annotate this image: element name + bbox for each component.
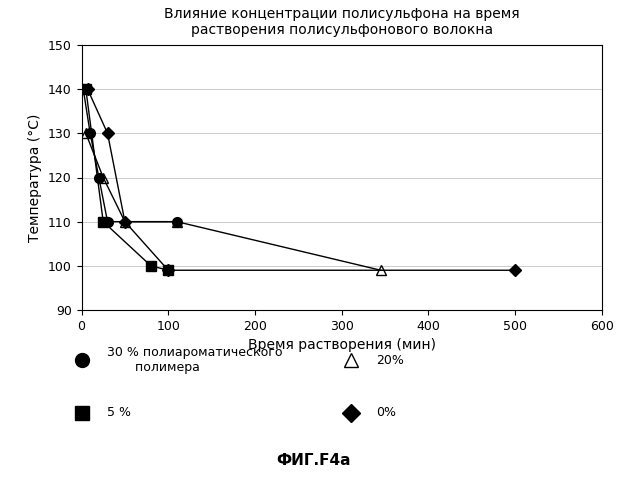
Text: 0%: 0% [376,406,396,419]
Text: 30 % полиароматического
       полимера: 30 % полиароматического полимера [107,346,282,374]
Text: 5 %: 5 % [107,406,130,419]
X-axis label: Время растворения (мин): Время растворения (мин) [248,338,436,352]
Text: ФИГ.F4a: ФИГ.F4a [277,453,350,468]
Text: 20%: 20% [376,354,404,366]
Title: Влияние концентрации полисульфона на время
растворения полисульфонового волокна: Влияние концентрации полисульфона на вре… [164,6,520,37]
Y-axis label: Температура (°C): Температура (°C) [28,114,43,242]
